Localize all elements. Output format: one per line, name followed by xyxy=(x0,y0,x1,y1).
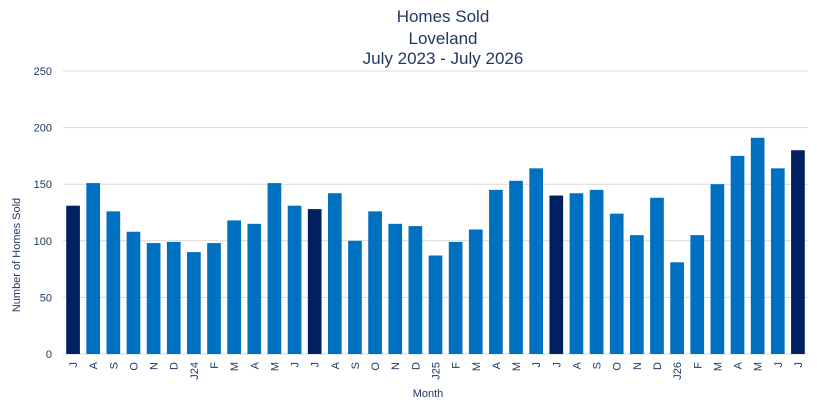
bar xyxy=(146,243,161,354)
y-tick-label: 250 xyxy=(34,66,52,78)
bar xyxy=(247,223,262,354)
x-tick-label: D xyxy=(169,362,181,370)
bar xyxy=(489,189,503,354)
bar xyxy=(609,213,624,354)
bar xyxy=(428,255,443,354)
x-tick-label: J26 xyxy=(672,362,684,380)
bar xyxy=(529,168,544,354)
bar xyxy=(549,195,564,354)
y-tick-label: 100 xyxy=(34,236,52,248)
x-tick-label: A xyxy=(571,361,583,369)
x-tick-label: S xyxy=(592,362,604,369)
x-axis-ticks: J A S O N D J24 F M A M J J A S O N D J25 F M A M J J A S O N D J26 F M A… xyxy=(68,361,805,379)
bar xyxy=(307,209,322,354)
x-tick-label: D xyxy=(410,362,422,370)
x-tick-label: D xyxy=(652,362,664,370)
x-tick-label: M xyxy=(229,362,241,371)
x-tick-label: A xyxy=(88,361,100,369)
x-tick-label: J xyxy=(68,362,80,368)
x-tick-label: N xyxy=(632,362,644,370)
x-tick-label: J25 xyxy=(431,362,443,380)
y-tick-label: 0 xyxy=(46,349,52,361)
bar xyxy=(710,184,725,354)
y-tick-label: 150 xyxy=(34,179,52,191)
chart-title-line-1: Homes Sold xyxy=(397,7,490,26)
bar xyxy=(287,205,302,354)
bar xyxy=(187,252,201,354)
bar xyxy=(670,262,684,354)
bar xyxy=(730,155,745,354)
x-axis-label: Month xyxy=(413,388,444,400)
bar xyxy=(66,205,80,354)
y-axis-ticks: 0 50 100 150 200 250 xyxy=(34,66,52,361)
bar xyxy=(509,180,523,354)
x-tick-label: N xyxy=(390,362,402,370)
bars xyxy=(66,137,805,354)
x-tick-label: J xyxy=(531,362,543,368)
bar xyxy=(468,229,483,354)
y-axis-label: Number of Homes Sold xyxy=(11,198,23,312)
bar xyxy=(791,150,805,354)
bar xyxy=(589,189,604,354)
x-tick-label: J xyxy=(773,362,785,368)
chart-title-line-2: Loveland xyxy=(408,29,477,48)
x-tick-label: F xyxy=(209,362,221,369)
x-tick-label: M xyxy=(753,362,765,371)
x-tick-label: J xyxy=(793,362,805,368)
bar xyxy=(327,193,342,354)
bar xyxy=(106,211,121,354)
x-tick-label: M xyxy=(511,362,523,371)
bar xyxy=(690,235,705,354)
x-tick-label: A xyxy=(491,361,503,369)
y-tick-label: 200 xyxy=(34,123,52,135)
x-tick-label: O xyxy=(128,362,140,371)
x-tick-label: A xyxy=(249,361,261,369)
x-tick-label: M xyxy=(471,362,483,371)
bar xyxy=(448,241,463,354)
bar xyxy=(408,226,423,354)
x-tick-label: S xyxy=(108,362,120,369)
x-tick-label: A xyxy=(733,361,745,369)
bar xyxy=(368,211,382,354)
bar xyxy=(770,168,785,354)
bar xyxy=(388,223,403,354)
x-tick-label: O xyxy=(370,362,382,371)
x-tick-label: N xyxy=(149,362,161,370)
bar xyxy=(630,235,644,354)
bar xyxy=(750,137,765,354)
bar xyxy=(650,197,664,354)
chart-title-line-3: July 2023 - July 2026 xyxy=(363,49,524,68)
bar xyxy=(126,231,141,354)
x-tick-label: J xyxy=(290,362,302,368)
x-tick-label: J24 xyxy=(189,362,201,380)
x-tick-label: F xyxy=(451,362,463,369)
x-tick-label: S xyxy=(350,362,362,369)
bar xyxy=(207,243,221,354)
bar xyxy=(227,220,241,354)
bar xyxy=(86,183,101,354)
x-tick-label: J xyxy=(310,362,322,368)
x-tick-label: F xyxy=(692,362,704,369)
x-tick-label: M xyxy=(712,362,724,371)
x-tick-label: J xyxy=(551,362,563,368)
bar xyxy=(569,193,584,354)
bar xyxy=(166,241,181,354)
bar xyxy=(348,240,362,354)
x-tick-label: O xyxy=(612,362,624,371)
x-tick-label: A xyxy=(330,361,342,369)
y-tick-label: 50 xyxy=(40,292,52,304)
bar xyxy=(267,183,282,354)
x-tick-label: M xyxy=(269,362,281,371)
